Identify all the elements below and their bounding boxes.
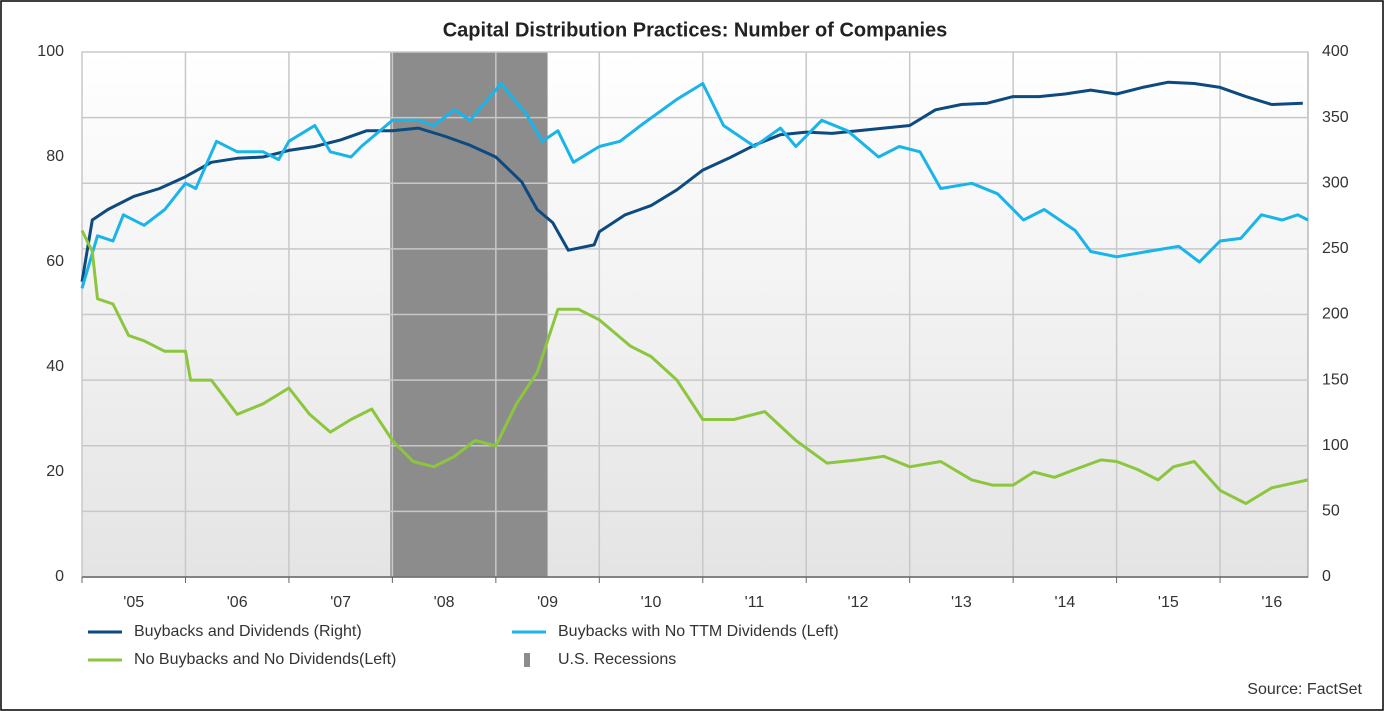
y2-tick-label: 400 bbox=[1322, 43, 1349, 60]
y2-tick-label: 150 bbox=[1322, 371, 1349, 388]
legend-label: Buybacks with No TTM Dividends (Left) bbox=[558, 623, 839, 640]
y2-tick-label: 50 bbox=[1322, 503, 1340, 520]
x-tick-label: '08 bbox=[434, 594, 455, 611]
source: Source: FactSet bbox=[1247, 681, 1362, 698]
y2-tick-label: 100 bbox=[1322, 437, 1349, 454]
x-tick-label: '14 bbox=[1054, 594, 1075, 611]
x-tick-label: '05 bbox=[123, 594, 144, 611]
y-tick-label: 40 bbox=[46, 358, 64, 375]
x-tick-label: '06 bbox=[227, 594, 248, 611]
y-tick-label: 0 bbox=[55, 568, 64, 585]
x-tick-label: '15 bbox=[1158, 594, 1179, 611]
legend-label: U.S. Recessions bbox=[558, 651, 676, 668]
x-tick-label: '07 bbox=[330, 594, 351, 611]
x-tick-label: '11 bbox=[745, 594, 765, 611]
y-tick-label: 60 bbox=[46, 253, 64, 270]
series-line bbox=[80, 229, 1309, 505]
x-tick-label: '13 bbox=[951, 594, 972, 611]
y-tick-label: 20 bbox=[46, 463, 64, 480]
legend-label: Buybacks and Dividends (Right) bbox=[134, 623, 362, 640]
legend-swatch bbox=[524, 653, 530, 667]
y2-tick-label: 300 bbox=[1322, 174, 1349, 191]
y2-tick-label: 200 bbox=[1322, 306, 1349, 323]
legend-label: No Buybacks and No Dividends(Left) bbox=[134, 651, 396, 668]
chart-title: Capital Distribution Practices: Number o… bbox=[443, 19, 948, 41]
y-tick-label: 100 bbox=[37, 43, 64, 60]
x-tick-label: '10 bbox=[641, 594, 662, 611]
x-tick-label: '09 bbox=[537, 594, 558, 611]
y2-tick-label: 250 bbox=[1322, 240, 1349, 257]
x-tick-label: '12 bbox=[848, 594, 869, 611]
y2-tick-label: 350 bbox=[1322, 109, 1349, 126]
y2-tick-label: 0 bbox=[1322, 568, 1331, 585]
y-tick-label: 80 bbox=[46, 148, 64, 165]
series-line bbox=[80, 82, 1309, 289]
x-tick-label: '16 bbox=[1261, 594, 1282, 611]
